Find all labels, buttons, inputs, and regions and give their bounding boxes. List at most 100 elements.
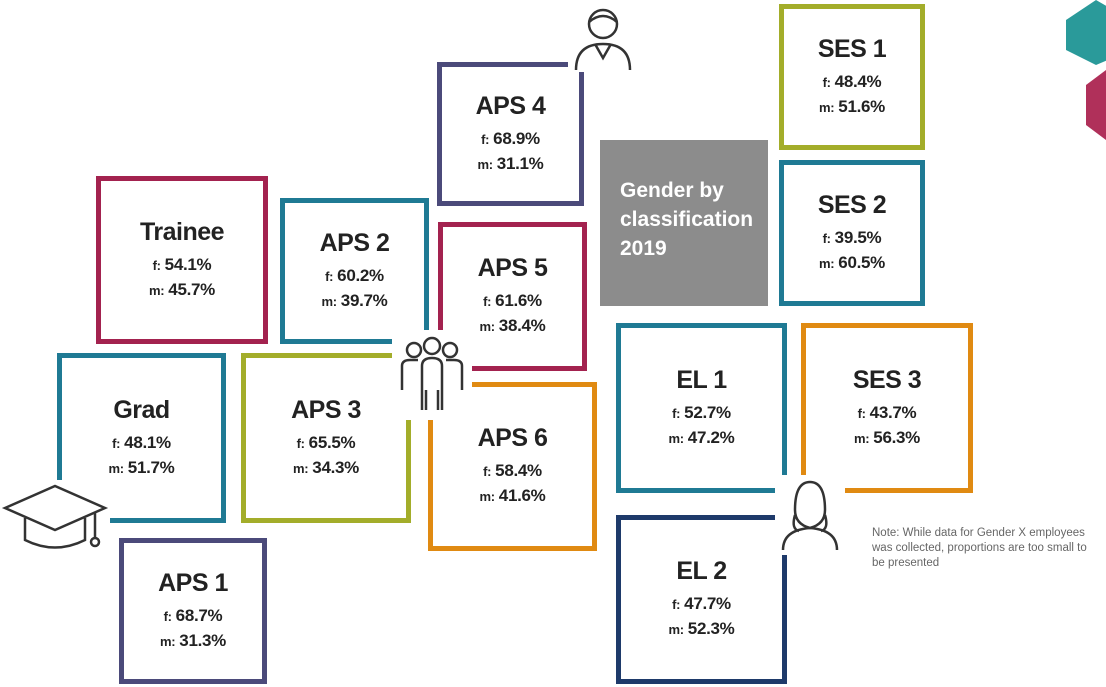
share-line: f: 47.7% <box>672 592 731 617</box>
share-line: m:60.5% <box>819 251 885 276</box>
share-label: m: <box>669 431 684 446</box>
share-line: f:61.6% <box>483 289 542 314</box>
share-label: f: <box>297 436 305 451</box>
share-value: 56.3% <box>873 428 920 447</box>
share-line: f:39.5% <box>823 226 882 251</box>
icon-graphic <box>392 330 472 420</box>
share-label: m: <box>478 157 493 172</box>
decoration <box>1036 0 1106 145</box>
share-line: m: 56.3% <box>854 426 920 451</box>
box-title: APS 3 <box>291 396 361 425</box>
share-value: 34.3% <box>312 458 359 477</box>
share-line: m: 31.3% <box>160 629 226 654</box>
share-label: f: <box>672 406 680 421</box>
share-value: 54.1% <box>165 255 212 274</box>
title-panel: Gender by classification 2019 <box>600 140 768 306</box>
share-value: 43.7% <box>870 403 917 422</box>
box-title: SES 2 <box>818 191 886 220</box>
share-value: 38.4% <box>499 316 546 335</box>
class-box: SES 3 f: 43.7%m: 56.3% <box>801 323 973 493</box>
share-value: 58.4% <box>495 461 542 480</box>
share-line: m: 47.2% <box>669 426 735 451</box>
share-label: m: <box>480 319 495 334</box>
share-value: 39.7% <box>341 291 388 310</box>
share-line: f: 52.7% <box>672 401 731 426</box>
share-line: m: 51.7% <box>109 456 175 481</box>
icon <box>0 480 110 560</box>
box-title: APS 1 <box>158 569 228 598</box>
icon <box>775 475 845 555</box>
share-line: f: 68.9% <box>481 127 540 152</box>
share-line: m:51.6% <box>819 95 885 120</box>
share-value: 39.5% <box>835 228 882 247</box>
icon-graphic <box>568 0 638 72</box>
share-line: m: 45.7% <box>149 278 215 303</box>
icon-graphic <box>775 475 845 555</box>
box-title: EL 2 <box>676 557 726 586</box>
class-box: APS 3 f: 65.5%m: 34.3% <box>241 353 411 523</box>
icon-graphic <box>0 480 110 560</box>
class-box: SES 1 f: 48.4% m:51.6% <box>779 4 925 150</box>
share-line: m: 41.6% <box>480 484 546 509</box>
share-value: 52.3% <box>688 619 735 638</box>
share-value: 65.5% <box>309 433 356 452</box>
share-label: f: <box>858 406 866 421</box>
share-value: 45.7% <box>168 280 215 299</box>
share-line: f: 58.4% <box>483 459 542 484</box>
share-value: 52.7% <box>684 403 731 422</box>
box-title: Grad <box>113 396 169 425</box>
share-label: f: <box>823 75 831 90</box>
share-value: 51.7% <box>128 458 175 477</box>
box-title: APS 4 <box>476 92 546 121</box>
share-label: m: <box>322 294 337 309</box>
share-label: f: <box>672 597 680 612</box>
share-value: 47.2% <box>688 428 735 447</box>
class-box: APS 1 f:68.7% m: 31.3% <box>119 538 267 684</box>
share-value: 60.5% <box>838 253 885 272</box>
icon <box>568 0 638 72</box>
box-title: APS 5 <box>478 254 548 283</box>
share-value: 47.7% <box>684 594 731 613</box>
share-line: f:68.7% <box>164 604 223 629</box>
note: Note: While data for Gender X employees … <box>872 526 1097 571</box>
share-value: 31.3% <box>179 631 226 650</box>
box-title: SES 1 <box>818 35 886 64</box>
share-line: f: 48.4% <box>823 70 882 95</box>
share-line: m:31.1% <box>478 152 544 177</box>
share-label: f: <box>481 132 489 147</box>
share-line: m: 38.4% <box>480 314 546 339</box>
box-title: APS 6 <box>478 424 548 453</box>
share-line: m: 52.3% <box>669 617 735 642</box>
hexagons <box>1036 0 1106 140</box>
share-value: 51.6% <box>838 97 885 116</box>
share-label: m: <box>149 283 164 298</box>
share-label: m: <box>293 461 308 476</box>
box-title: SES 3 <box>853 366 921 395</box>
share-label: m: <box>480 489 495 504</box>
title: Gender by classification 2019 <box>620 179 753 260</box>
share-value: 48.1% <box>124 433 171 452</box>
box-title: Trainee <box>140 218 224 247</box>
share-label: f: <box>153 258 161 273</box>
share-line: m: 39.7% <box>322 289 388 314</box>
share-label: m: <box>160 634 175 649</box>
class-box: Trainee f: 54.1%m: 45.7% <box>96 176 268 344</box>
class-box: SES 2 f:39.5%m:60.5% <box>779 160 925 306</box>
share-value: 68.9% <box>493 129 540 148</box>
share-label: m: <box>109 461 124 476</box>
share-value: 48.4% <box>835 72 882 91</box>
share-value: 41.6% <box>499 486 546 505</box>
share-line: m: 34.3% <box>293 456 359 481</box>
share-label: f: <box>112 436 120 451</box>
class-box: APS 4 f: 68.9% m:31.1% <box>437 62 584 206</box>
class-box: EL 1 f: 52.7%m: 47.2% <box>616 323 787 493</box>
box-title: EL 1 <box>676 366 726 395</box>
icon <box>392 330 472 420</box>
share-value: 60.2% <box>337 266 384 285</box>
share-value: 61.6% <box>495 291 542 310</box>
infographic: Gender by classification 2019 Note: Whil… <box>0 0 1106 687</box>
share-label: m: <box>669 622 684 637</box>
share-label: f: <box>483 464 491 479</box>
share-label: m: <box>854 431 869 446</box>
